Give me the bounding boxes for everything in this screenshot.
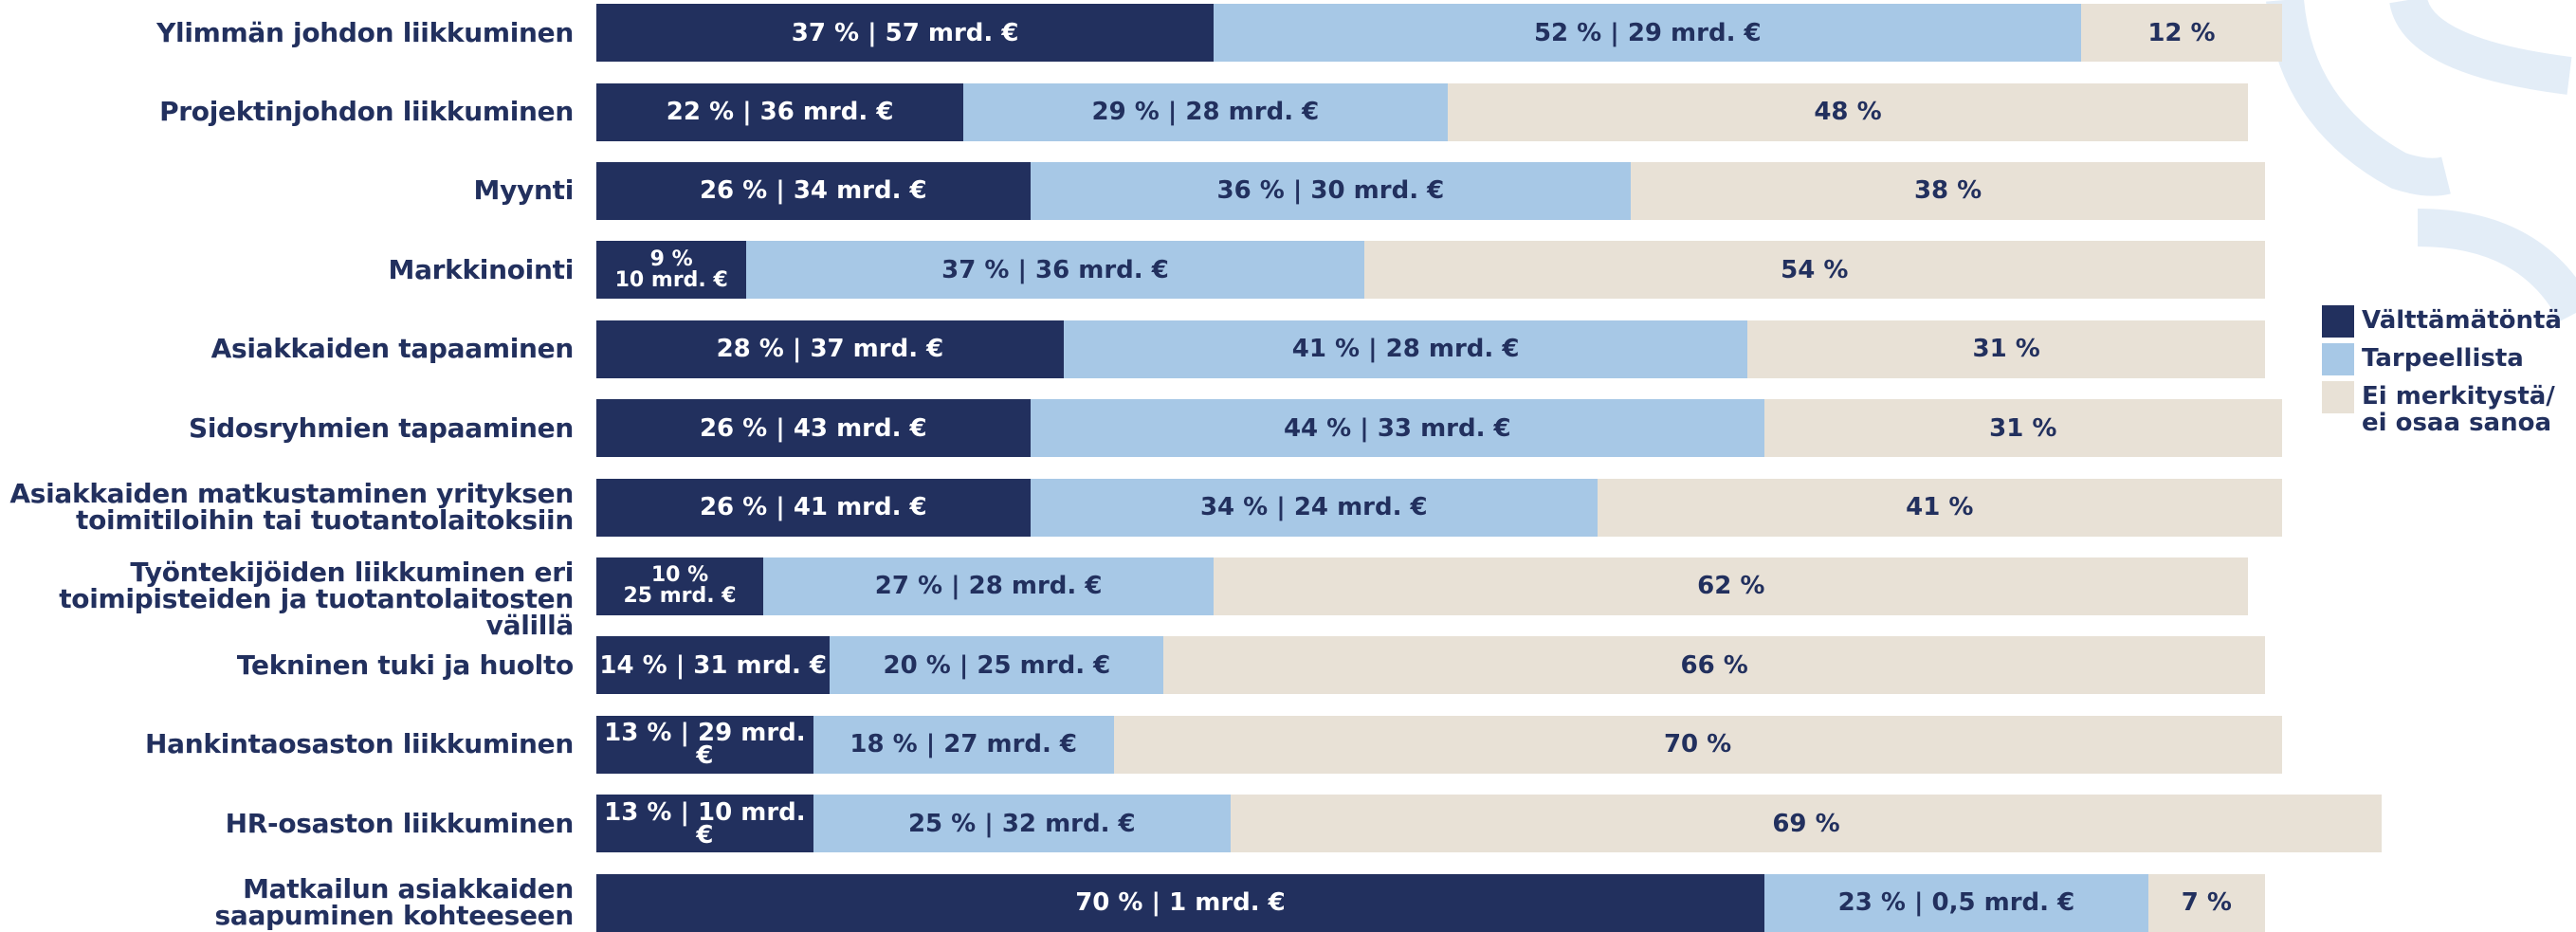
value-label: 31 % — [1972, 335, 2040, 364]
bar-segment — [596, 478, 1031, 537]
legend-swatch — [2322, 381, 2354, 413]
bar-segment — [596, 399, 1031, 458]
bar-segment — [830, 636, 1164, 695]
value-label: 10 % 25 mrd. € — [623, 563, 737, 609]
value-label: 31 % — [1989, 413, 2057, 443]
value-label: 20 % | 25 mrd. € — [883, 650, 1111, 680]
category-label: Asiakkaiden tapaaminen — [210, 333, 575, 365]
value-label: 13 % | 10 mrd. € — [604, 797, 806, 850]
value-label: 36 % | 30 mrd. € — [1216, 176, 1445, 206]
bar-segment — [1214, 557, 2249, 615]
category-label: Tekninen tuki ja huolto — [236, 649, 574, 681]
value-label: 70 % — [1663, 730, 1732, 759]
bar-segment — [596, 795, 813, 853]
bar-segment — [596, 320, 1064, 378]
value-label: 29 % | 28 mrd. € — [1091, 98, 1320, 126]
category-label: Sidosryhmien tapaaminen — [189, 411, 574, 444]
bar-segment — [1598, 478, 2282, 537]
value-label: 37 % | 57 mrd. € — [791, 18, 1019, 47]
value-label: 62 % — [1697, 572, 1765, 601]
value-label: 69 % — [1772, 809, 1840, 838]
category-label: Hankintaosaston liikkuminen — [145, 728, 574, 760]
bar-segment — [963, 82, 1448, 141]
value-label: 48 % — [1814, 98, 1882, 126]
legend-label: Tarpeellista — [2362, 344, 2524, 373]
value-label: 37 % | 36 mrd. € — [941, 255, 1169, 284]
bar-segment — [813, 715, 1114, 774]
value-label: 52 % | 29 mrd. € — [1533, 18, 1762, 47]
bar-segment — [813, 795, 1231, 853]
category-label: Markkinointi — [388, 253, 575, 285]
value-label: 12 % — [2147, 18, 2216, 47]
bar-segment — [596, 557, 763, 615]
value-label: 44 % | 33 mrd. € — [1283, 413, 1511, 443]
value-label: 25 % | 32 mrd. € — [907, 809, 1136, 838]
value-label: 66 % — [1680, 650, 1748, 680]
value-label: 41 % — [1906, 493, 1974, 521]
bar-segment — [596, 715, 813, 774]
value-label: 23 % | 0,5 mrd. € — [1837, 888, 2075, 917]
value-label: 26 % | 41 mrd. € — [699, 493, 927, 521]
bar-segment — [596, 4, 1215, 63]
legend-swatch — [2322, 305, 2354, 338]
value-label: 18 % | 27 mrd. € — [850, 730, 1078, 759]
bar-segment — [1163, 636, 2265, 695]
value-label: 22 % | 36 mrd. € — [666, 98, 894, 126]
value-label: 28 % | 37 mrd. € — [716, 335, 944, 364]
bar-segment — [596, 241, 747, 300]
bar-segment — [1447, 82, 2249, 141]
legend-label: Ei merkitystä/ ei osaa sanoa — [2362, 382, 2555, 437]
bar-segment — [596, 82, 964, 141]
bar-segment — [2147, 873, 2265, 932]
bar-segment — [1113, 715, 2282, 774]
bar-segment — [1230, 795, 2383, 853]
bar-segment — [763, 557, 1215, 615]
bar-segment — [1764, 873, 2148, 932]
decoration — [2266, 0, 2576, 322]
legend-label: Välttämätöntä — [2362, 306, 2562, 335]
bar-segment — [1030, 399, 1764, 458]
bar-segment — [1747, 320, 2265, 378]
value-label: 38 % — [1913, 176, 1982, 206]
value-label: 54 % — [1781, 255, 1849, 284]
value-label: 34 % | 24 mrd. € — [1199, 493, 1428, 521]
category-label: Matkailun asiakkaiden saapuminen kohtees… — [214, 873, 575, 931]
value-label: 27 % | 28 mrd. € — [874, 572, 1103, 601]
bar-segment — [596, 636, 831, 695]
value-label: 7 % — [2181, 888, 2232, 917]
category-label: Asiakkaiden matkustaminen yrityksen toim… — [9, 478, 574, 536]
bar-segment — [596, 873, 1764, 932]
bar-segment — [1764, 399, 2282, 458]
bar-segment — [1063, 320, 1748, 378]
bar-segment — [1631, 161, 2265, 220]
category-label: Myynti — [473, 174, 575, 207]
value-label: 26 % | 43 mrd. € — [699, 413, 927, 443]
value-label: 41 % | 28 mrd. € — [1291, 335, 1520, 364]
bar-segment — [746, 241, 1364, 300]
bar-segment — [596, 161, 1031, 220]
category-label: HR-osaston liikkuminen — [225, 807, 575, 839]
legend-swatch — [2322, 343, 2354, 375]
value-label: 9 % 10 mrd. € — [614, 247, 728, 292]
category-label: Ylimmän johdon liikkuminen — [156, 16, 574, 48]
value-label: 13 % | 29 mrd. € — [604, 719, 806, 771]
bar-segment — [1363, 241, 2265, 300]
category-label: Projektinjohdon liikkuminen — [159, 96, 574, 127]
value-label: 26 % | 34 mrd. € — [699, 176, 927, 206]
bar-segment — [1030, 478, 1598, 537]
bar-segment — [1030, 161, 1632, 220]
bar-segment — [2081, 4, 2282, 63]
category-label: Työntekijöiden liikkuminen eri toimipist… — [59, 557, 574, 642]
bar-segment — [1214, 4, 2082, 63]
value-label: 70 % | 1 mrd. € — [1075, 888, 1286, 917]
value-label: 14 % | 31 mrd. € — [599, 650, 828, 680]
